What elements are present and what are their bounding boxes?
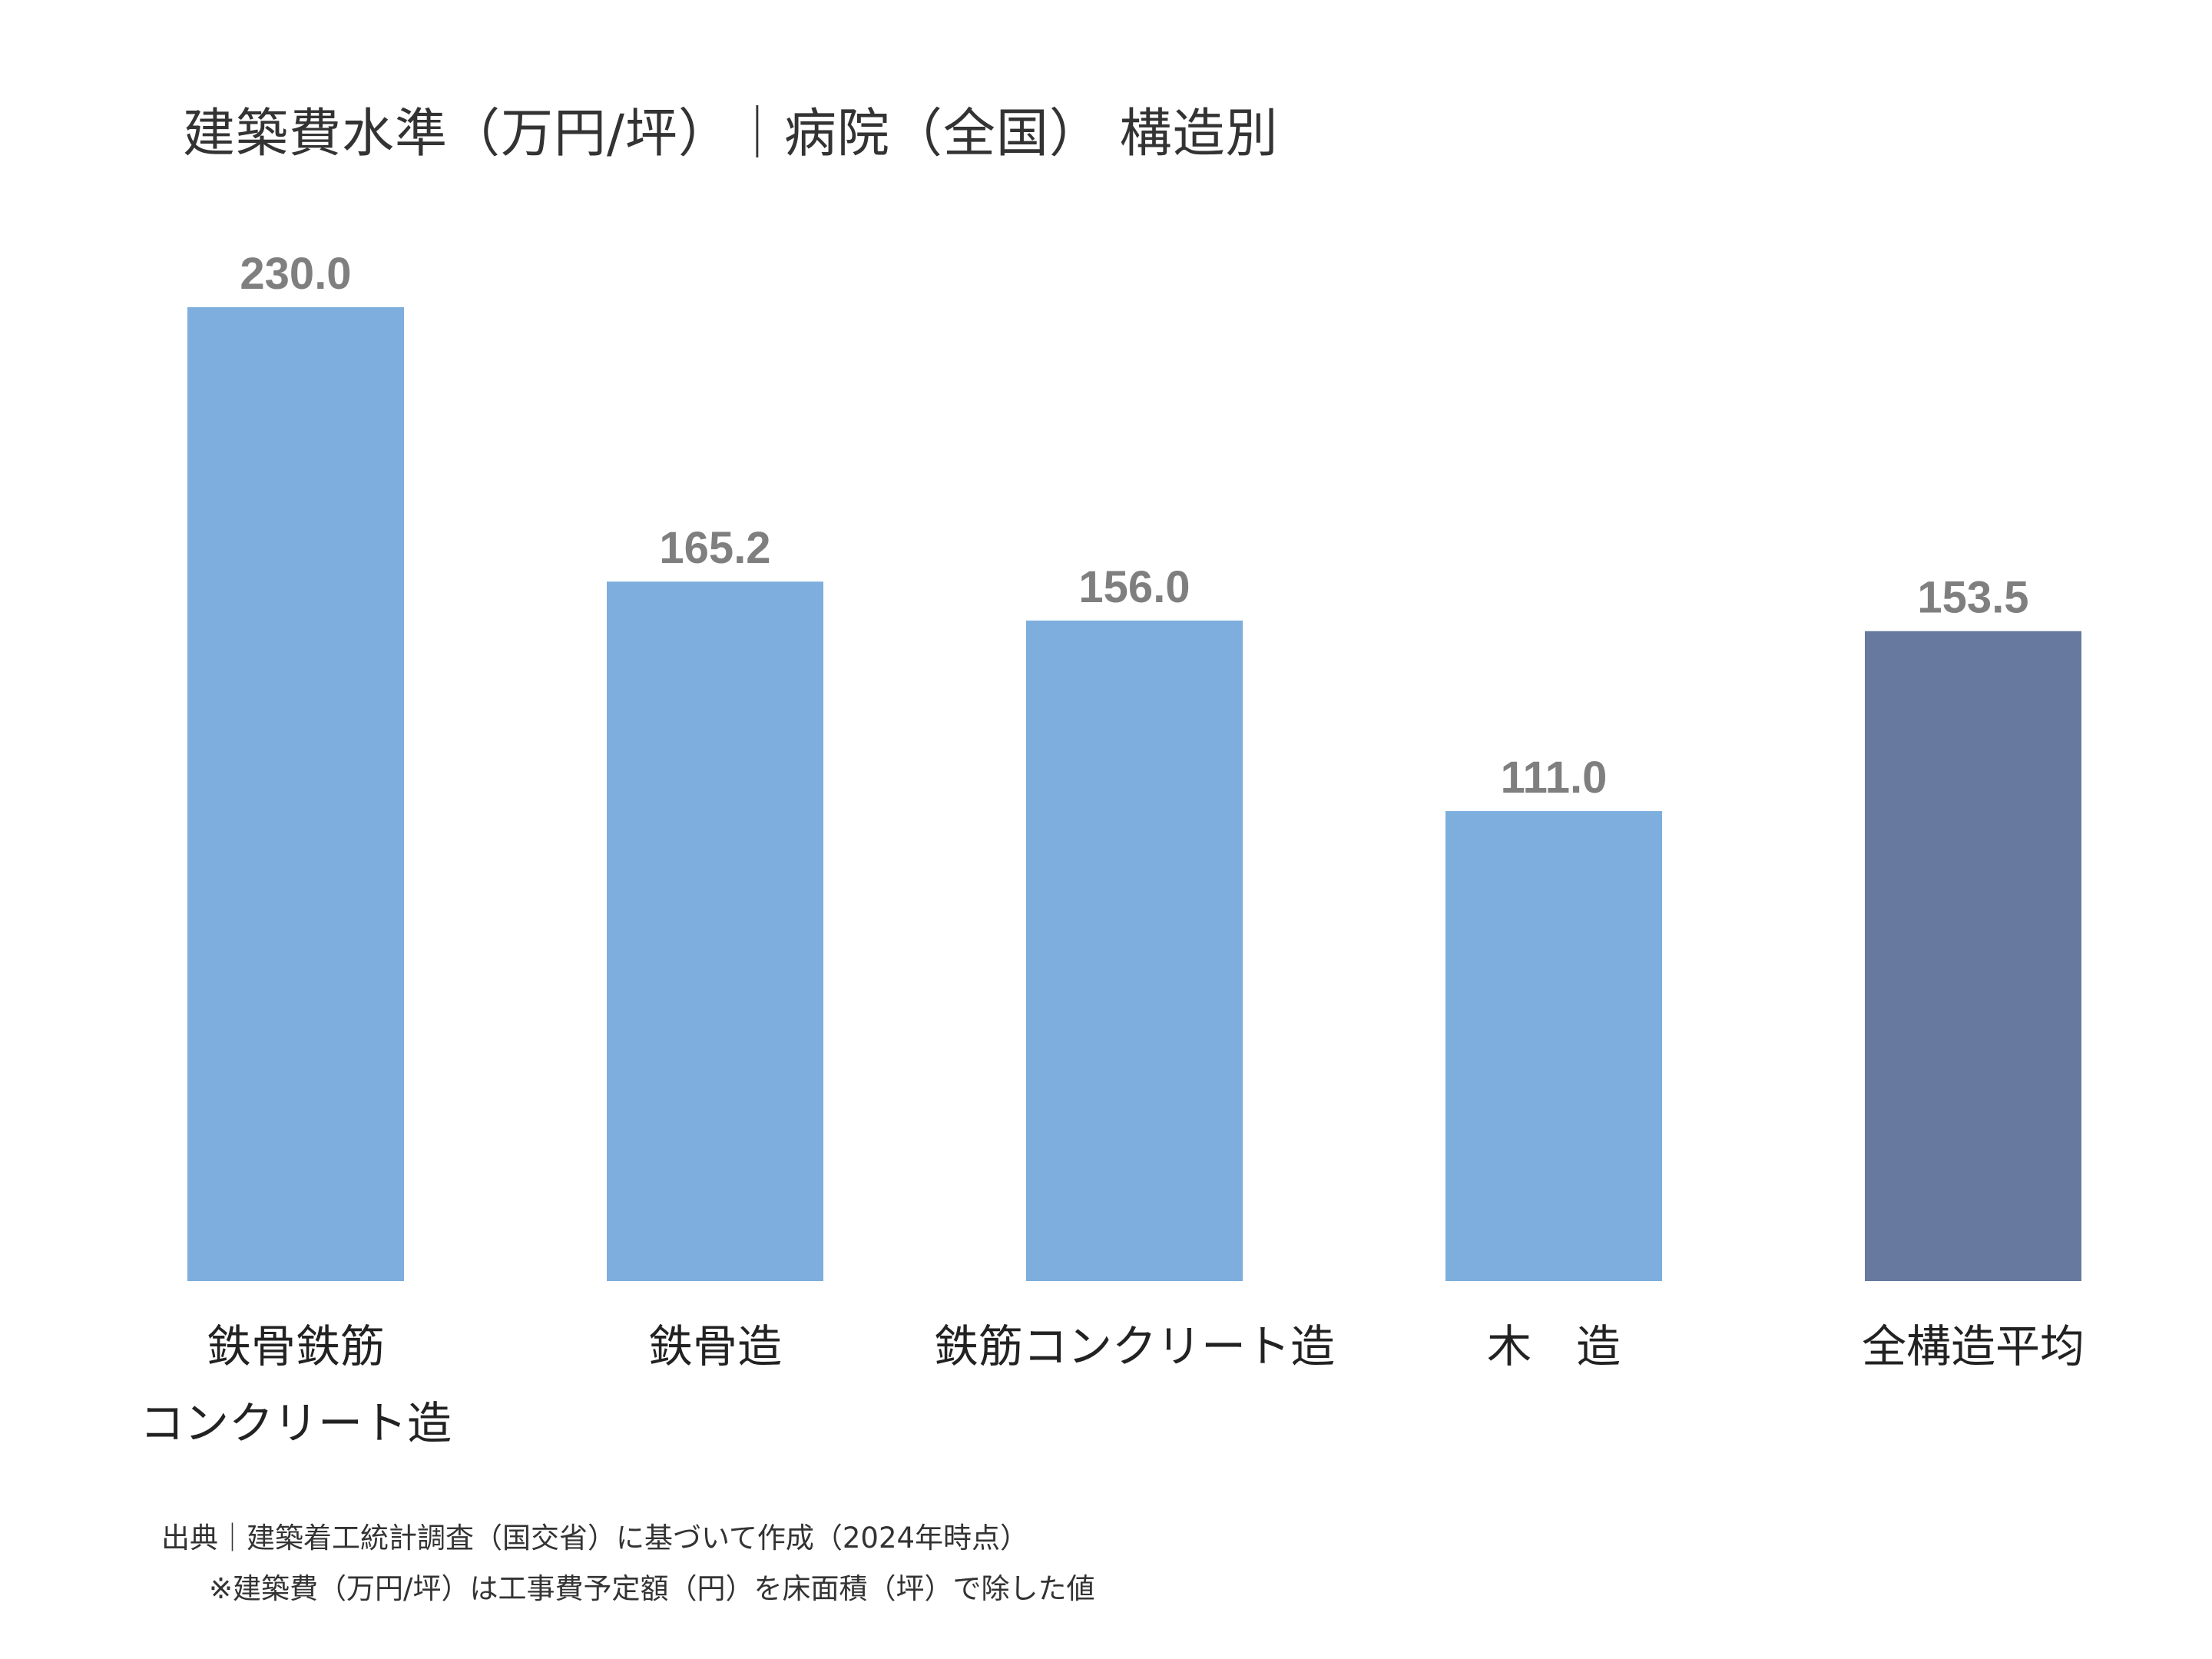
bar-5 xyxy=(1865,631,2081,1281)
bar-4 xyxy=(1445,811,1662,1281)
bar-2 xyxy=(607,581,823,1281)
value-labels-layer: 230.0 165.2 156.0 111.0 153.5 xyxy=(240,249,2028,803)
calculation-note: ※建築費（万円/坪）は工事費予定額（円）を床面積（坪）で除した値 xyxy=(209,1572,1095,1605)
category-label-3: 鉄筋コンクリート造 xyxy=(934,1320,1335,1373)
chart-title: 建築費水準（万円/坪）｜病院（全国） 構造別 xyxy=(183,104,1279,164)
value-label-4: 111.0 xyxy=(1501,753,1608,803)
value-label-3: 156.0 xyxy=(1078,562,1190,612)
category-label-1-line-2: コンクリート造 xyxy=(140,1397,452,1449)
bar-3 xyxy=(1026,620,1243,1281)
value-label-2: 165.2 xyxy=(659,523,770,573)
footer: 出典｜建築着工統計調査（国交省）に基づいて作成（2024年時点） ※建築費（万円… xyxy=(161,1513,1094,1614)
category-label-4: 木 造 xyxy=(1487,1320,1621,1373)
source-note: 出典｜建築着工統計調査（国交省）に基づいて作成（2024年時点） xyxy=(161,1522,1029,1555)
value-label-5: 153.5 xyxy=(1917,573,2028,623)
value-label-1: 230.0 xyxy=(240,249,351,299)
category-label-5: 全構造平均 xyxy=(1862,1320,2085,1373)
category-label-1-line-1: 鉄骨鉄筋 xyxy=(207,1320,385,1373)
category-label-2: 鉄骨造 xyxy=(648,1320,782,1373)
bar-1 xyxy=(187,307,404,1281)
bars-layer xyxy=(187,307,2081,1281)
